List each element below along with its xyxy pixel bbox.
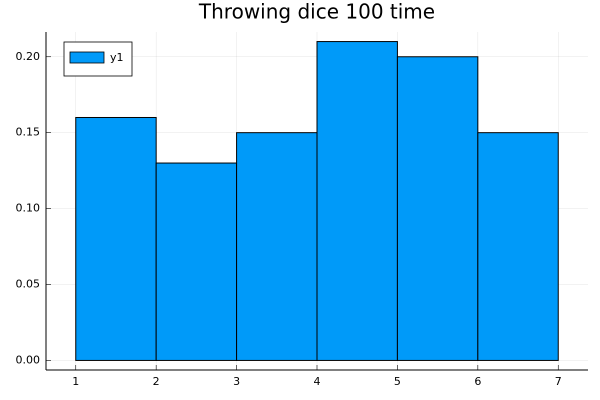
x-tick-label: 7 [555, 375, 562, 388]
bar [155, 162, 238, 361]
y-tick-label: 0.20 [16, 50, 41, 63]
x-tick-label: 1 [72, 375, 79, 388]
legend-label: y1 [110, 51, 124, 64]
y-tick-label: 0.15 [16, 126, 41, 139]
x-tick-label: 4 [314, 375, 321, 388]
bar [236, 132, 318, 361]
x-tick-label: 3 [233, 375, 240, 388]
bar [396, 56, 479, 361]
bar [477, 132, 559, 361]
y-tick-label: 0.10 [16, 202, 41, 215]
legend-swatch [69, 51, 105, 64]
x-tick-label: 6 [474, 375, 481, 388]
x-tick-label: 2 [153, 375, 160, 388]
bar [316, 41, 398, 361]
x-tick-label: 5 [394, 375, 401, 388]
chart-title: Throwing dice 100 time [198, 0, 435, 24]
y-tick-label: 0.00 [16, 353, 41, 366]
bar [75, 116, 157, 361]
y-tick-label: 0.05 [16, 278, 41, 291]
